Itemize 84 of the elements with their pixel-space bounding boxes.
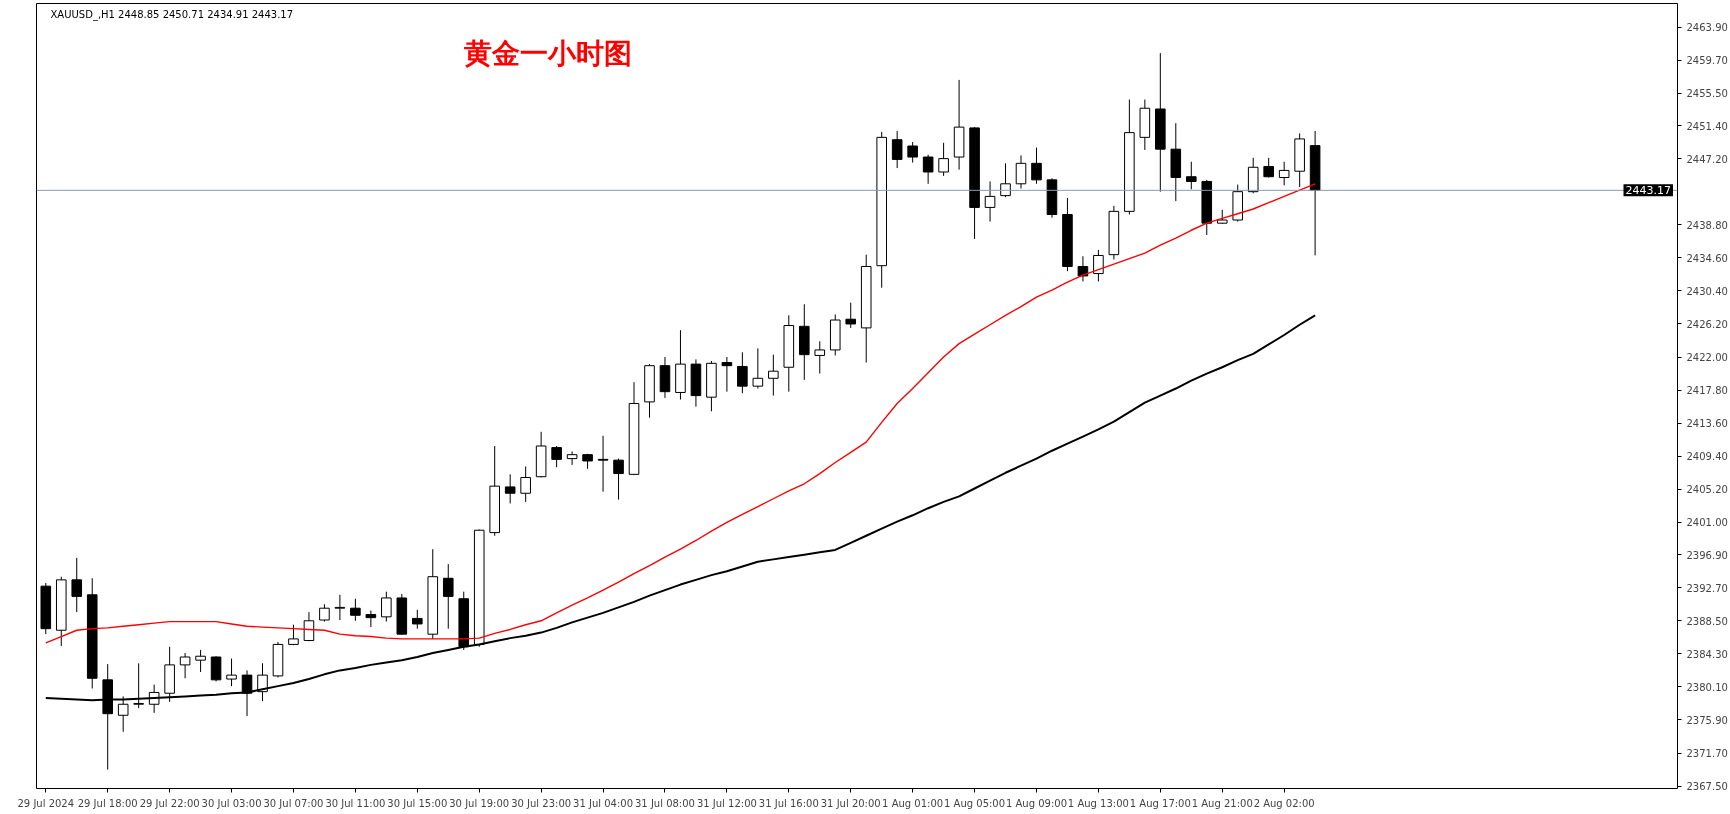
x-tick-label: 1 Aug 21:00 [1191,797,1253,809]
text: 黄金一小时图 [462,36,632,70]
x-tick-label: 29 Jul 2024 [17,797,75,809]
x-tick-label: 31 Jul 12:00 [696,797,757,809]
candlestick [520,465,531,503]
candlestick [1263,157,1274,179]
candlestick [768,354,779,397]
y-tick-label: 2409.40 [1686,451,1728,463]
y-tick-label: 2426.20 [1686,318,1728,330]
x-tick-label: 2 Aug 02:00 [1253,797,1315,809]
candlestick [442,563,454,630]
candlestick [938,142,949,177]
y-tick-label: 2392.70 [1686,582,1728,594]
candlestick [1185,161,1197,190]
candlestick [891,130,903,169]
y-tick-label: 2447.20 [1686,153,1728,165]
annotation: XAUUSD_,H1 2448.85 2450.71 2434.91 2443.17 [50,8,294,21]
candlestick [1015,154,1027,190]
x-tick-label: 1 Aug 01:00 [882,797,944,809]
y-tick-label: 2417.80 [1686,385,1728,397]
candlestick [737,351,748,394]
x-tick-label: 1 Aug 05:00 [944,797,1006,809]
candlestick [210,655,222,682]
candlestick [1278,161,1290,186]
x-tick-label: 31 Jul 16:00 [758,797,819,809]
y-tick-label: 2455.50 [1686,88,1728,100]
y-tick-label: 2451.40 [1686,120,1728,132]
y-tick-label: 2438.80 [1686,219,1728,231]
y-tick-label: 2371.70 [1686,748,1728,760]
candlestick [907,141,918,164]
candlestick [71,557,83,613]
y-tick-label: 2384.30 [1686,648,1728,660]
candlestick [334,594,346,621]
x-tick-label: 31 Jul 04:00 [573,797,634,809]
y-tick-label: 2434.60 [1686,252,1728,264]
candlestick [613,458,624,501]
candlestick [504,473,516,504]
y-tick-label: 2459.70 [1686,55,1728,67]
candlestick [1093,249,1104,282]
y-tick-label: 2375.90 [1686,715,1728,726]
x-tick-label: 30 Jul 19:00 [449,797,510,809]
x-tick-label: 30 Jul 15:00 [387,797,448,809]
candlestick [721,356,733,393]
candlestick [381,591,392,623]
y-tick-label: 2405.20 [1686,484,1728,496]
x-tick-label: 30 Jul 03:00 [201,797,262,809]
candlestick [984,180,996,223]
y-tick-label: 2430.40 [1686,285,1728,297]
candlestick [179,652,191,679]
candlestick [922,154,934,185]
y-tick-label: 2401.00 [1686,517,1728,529]
x-tick-label: 30 Jul 07:00 [263,797,324,809]
candlestick [814,340,826,375]
candlestick [566,451,578,466]
candlestick [845,302,857,329]
y-tick-label: 2380.10 [1686,681,1728,693]
x-tick-label: 31 Jul 20:00 [820,797,881,809]
ref-line-label: 2443.17 [1625,184,1671,198]
candlestick [365,610,377,628]
candlestick [195,649,206,673]
candlestick [1077,255,1089,282]
candlestick [1000,162,1011,198]
y-tick-label: 2413.60 [1686,418,1728,430]
candlestick [597,435,609,493]
x-tick-label: 30 Jul 23:00 [511,797,572,809]
x-tick-label: 1 Aug 13:00 [1067,797,1129,809]
line-series [45,183,1316,644]
x-tick-label: 29 Jul 18:00 [77,797,138,809]
x-tick-label: 30 Jul 11:00 [325,797,386,809]
candlestick [1031,147,1042,185]
x-tick-label: 1 Aug 09:00 [1005,797,1068,809]
x-tick-label: 31 Jul 08:00 [634,797,695,809]
y-tick-label: 2388.50 [1686,615,1728,627]
y-tick-label: 2367.50 [1686,781,1728,793]
x-tick-label: 1 Aug 17:00 [1129,797,1191,809]
candlestick [551,445,562,468]
candlestick [226,658,237,687]
y-tick-label: 2396.90 [1686,549,1728,561]
candlestick [752,347,764,390]
y-tick-label: 2422.00 [1686,352,1728,364]
candlestick [412,609,423,630]
x-tick-label: 29 Jul 22:00 [139,797,200,809]
y-tick-label: 2463.90 [1686,22,1728,34]
candlestick [350,598,361,622]
